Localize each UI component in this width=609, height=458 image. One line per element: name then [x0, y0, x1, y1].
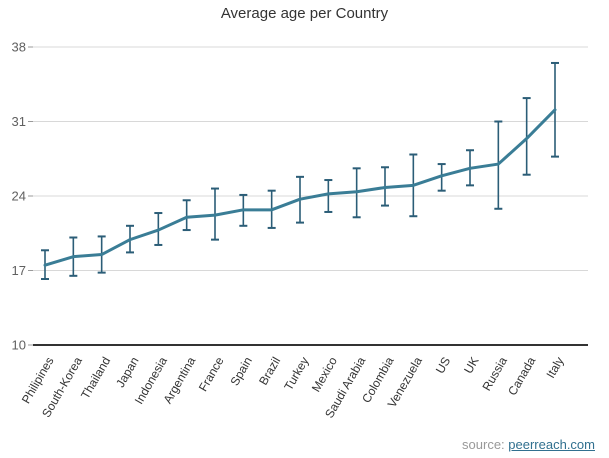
x-axis-label: France — [196, 354, 227, 394]
x-axis-label: Russia — [479, 354, 510, 393]
x-axis-label: UK — [461, 355, 481, 376]
y-axis-label: 17 — [12, 263, 26, 278]
x-axis-label: Italy — [543, 355, 566, 381]
chart-title: Average age per Country — [220, 5, 389, 22]
source-link[interactable]: peerreach.com — [508, 437, 595, 452]
y-axis-label: 10 — [12, 338, 26, 353]
x-axis-label: Mexico — [309, 354, 340, 394]
x-axis-label: Turkey — [281, 355, 311, 393]
x-axis-label: Japan — [113, 355, 141, 390]
data-line — [43, 108, 557, 267]
source-label: source: — [462, 437, 509, 452]
x-axis-label: Spain — [227, 355, 254, 389]
x-axis-label: US — [433, 355, 453, 376]
source-line: source: peerreach.com — [462, 437, 595, 452]
y-axis-label: 38 — [12, 40, 26, 55]
x-axis-label: Brazil — [256, 355, 283, 388]
x-axis-label: Canada — [505, 354, 538, 398]
y-axis-label: 24 — [12, 189, 26, 204]
y-axis-label: 31 — [12, 114, 26, 129]
